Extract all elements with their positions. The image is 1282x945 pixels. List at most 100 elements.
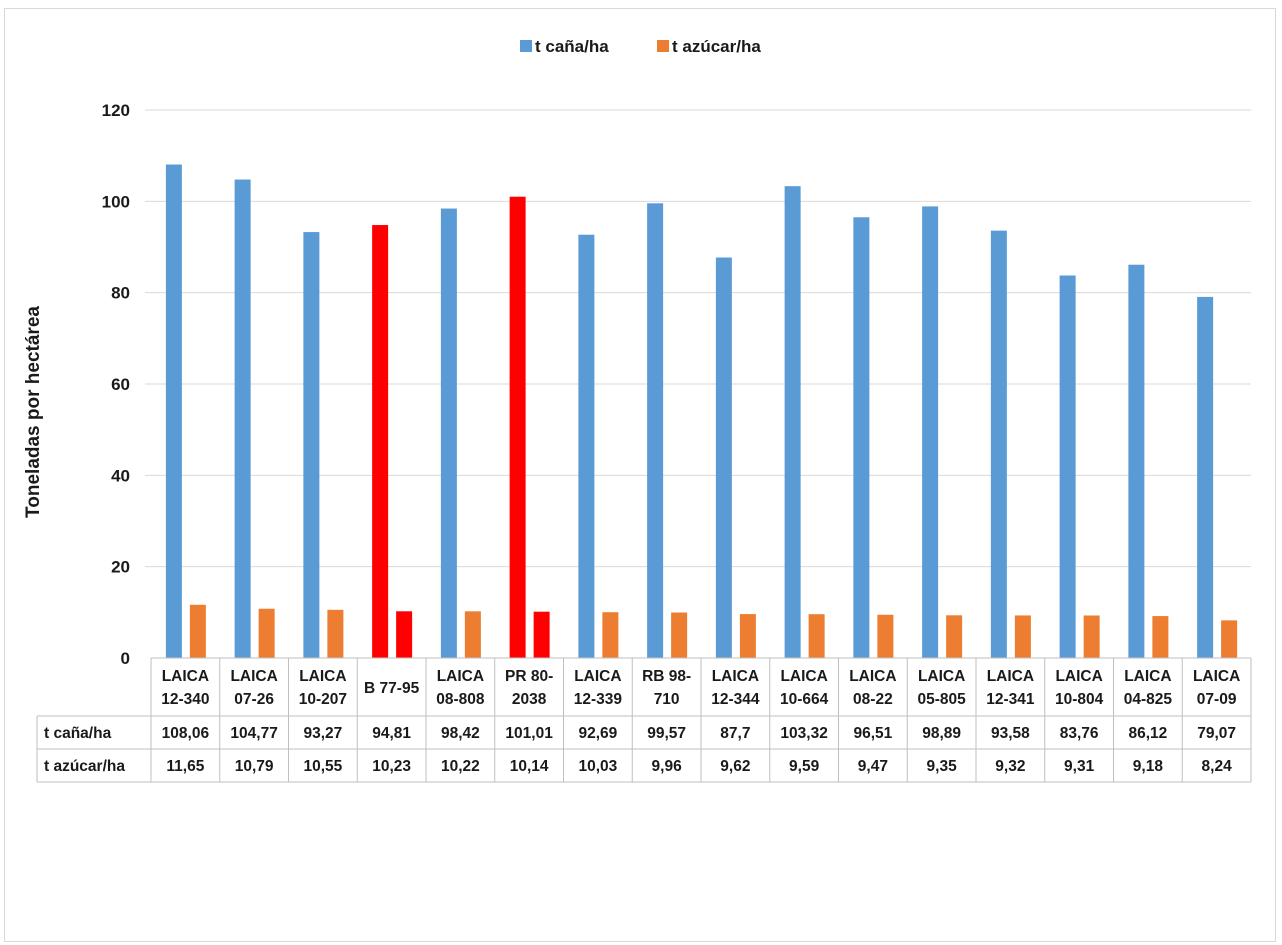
bar-azucar-10	[877, 614, 894, 658]
table-cell-value: 9,35	[927, 758, 958, 775]
data-table: LAICA 12-340 LAICA 07-26 LAICA 10-207 B 77-95 L…	[36, 657, 1252, 783]
category-label: 08-808	[436, 691, 485, 708]
bar-cana-11	[922, 206, 939, 658]
table-cell-value: 9,96	[652, 758, 683, 775]
y-tick-label: 80	[111, 284, 130, 303]
table-cell-value: 10,55	[303, 758, 342, 775]
category-label: 07-09	[1197, 691, 1237, 708]
table-cell-value: 98,89	[922, 725, 961, 742]
table-cell-value: 79,07	[1197, 725, 1236, 742]
bar-azucar-9	[808, 614, 825, 658]
category-label: 10-207	[299, 691, 347, 708]
category-label: LAICA	[1055, 668, 1102, 685]
category-label: 07-26	[234, 691, 274, 708]
y-axis-label: Toneladas por hectárea	[23, 306, 44, 518]
table-cell-value: 8,24	[1202, 758, 1233, 775]
table-cell-value: 87,7	[720, 725, 750, 742]
category-label: LAICA	[712, 668, 759, 685]
bar-azucar-15	[1221, 620, 1238, 658]
category-label: 04-825	[1124, 691, 1173, 708]
table-cell-value: 11,65	[166, 758, 204, 775]
legend-label: t azúcar/ha	[672, 37, 761, 56]
y-axis-ticks: 0 20 40 60 80 100 120	[102, 101, 130, 668]
category-label: LAICA	[849, 668, 896, 685]
table-cell-value: 83,76	[1060, 725, 1099, 742]
table-cell-value: 9,31	[1064, 758, 1095, 775]
category-label: B 77-95	[364, 680, 420, 697]
table-cell-value: 9,18	[1133, 758, 1164, 775]
bar-azucar-2	[327, 609, 344, 658]
table-cell-value: 98,42	[441, 725, 480, 742]
bar-cana-10	[853, 217, 870, 658]
bar-azucar-8	[739, 614, 756, 658]
bar-cana-12	[990, 230, 1007, 658]
category-label: 12-341	[986, 691, 1035, 708]
table-cell-value: 9,32	[995, 758, 1025, 775]
table-cell-value: 10,23	[372, 758, 411, 775]
table-cell-value: 10,79	[235, 758, 274, 775]
bar-azucar-7	[671, 612, 688, 658]
table-cell-value: 94,81	[372, 725, 411, 742]
bar-azucar-13	[1083, 615, 1100, 658]
bar-azucar-6	[602, 612, 619, 658]
table-cell-value: 93,58	[991, 725, 1030, 742]
bar-cana-14	[1128, 264, 1145, 658]
category-label: 10-664	[780, 691, 829, 708]
table-cell-value: 99,57	[647, 725, 686, 742]
bar-cana-6	[578, 234, 595, 658]
bar-azucar-3	[396, 611, 413, 658]
bar-azucar-11	[946, 615, 963, 658]
legend-label: t caña/ha	[535, 37, 609, 56]
bar-azucar-1	[258, 608, 275, 658]
category-label: LAICA	[299, 668, 346, 685]
y-tick-label: 60	[111, 375, 130, 394]
bar-cana-9	[784, 186, 801, 658]
category-label: LAICA	[918, 668, 965, 685]
table-cell-value: 10,14	[510, 758, 549, 775]
legend-swatch	[520, 40, 532, 52]
bar-cana-0	[165, 164, 182, 658]
table-cell-value: 92,69	[578, 725, 617, 742]
table-cell-value: 86,12	[1128, 725, 1167, 742]
table-cell-value: 9,47	[858, 758, 888, 775]
legend: t caña/ha t azúcar/ha	[520, 37, 761, 56]
category-label: RB 98-	[642, 668, 691, 685]
bar-azucar-4	[464, 611, 481, 658]
table-cell-value: 108,06	[162, 725, 210, 742]
table-series-name: t caña/ha	[44, 725, 112, 742]
bar-cana-13	[1059, 275, 1076, 658]
bar-cana-5	[509, 196, 526, 658]
bar-cana-7	[647, 203, 664, 658]
bar-cana-8	[715, 257, 732, 658]
category-label: 12-339	[574, 691, 623, 708]
category-label: LAICA	[987, 668, 1034, 685]
category-label: PR 80-	[505, 668, 553, 685]
category-label: 10-804	[1055, 691, 1104, 708]
category-label: 2038	[512, 691, 547, 708]
bar-azucar-14	[1152, 616, 1169, 658]
legend-swatch	[657, 40, 669, 52]
bar-cana-15	[1197, 296, 1214, 658]
bar-cana-3	[372, 225, 389, 658]
table-series-name: t azúcar/ha	[44, 758, 125, 775]
category-label: 05-805	[917, 691, 966, 708]
table-cell-value: 96,51	[853, 725, 892, 742]
y-tick-label: 0	[121, 649, 130, 668]
bar-azucar-5	[533, 611, 550, 658]
bar-azucar-0	[189, 604, 206, 658]
table-cell-value: 9,62	[720, 758, 750, 775]
category-label: LAICA	[1193, 668, 1240, 685]
bar-cana-4	[440, 208, 457, 659]
table-cell-value: 104,77	[230, 725, 277, 742]
table-cell-value: 10,22	[441, 758, 480, 775]
y-tick-label: 40	[111, 466, 130, 485]
category-label: LAICA	[780, 668, 827, 685]
category-label: 12-340	[161, 691, 209, 708]
y-tick-label: 120	[102, 101, 130, 120]
table-cell-value: 9,59	[789, 758, 820, 775]
y-tick-label: 20	[111, 558, 130, 577]
category-label: LAICA	[162, 668, 209, 685]
y-tick-label: 100	[102, 192, 130, 211]
table-cell-value: 93,27	[303, 725, 342, 742]
